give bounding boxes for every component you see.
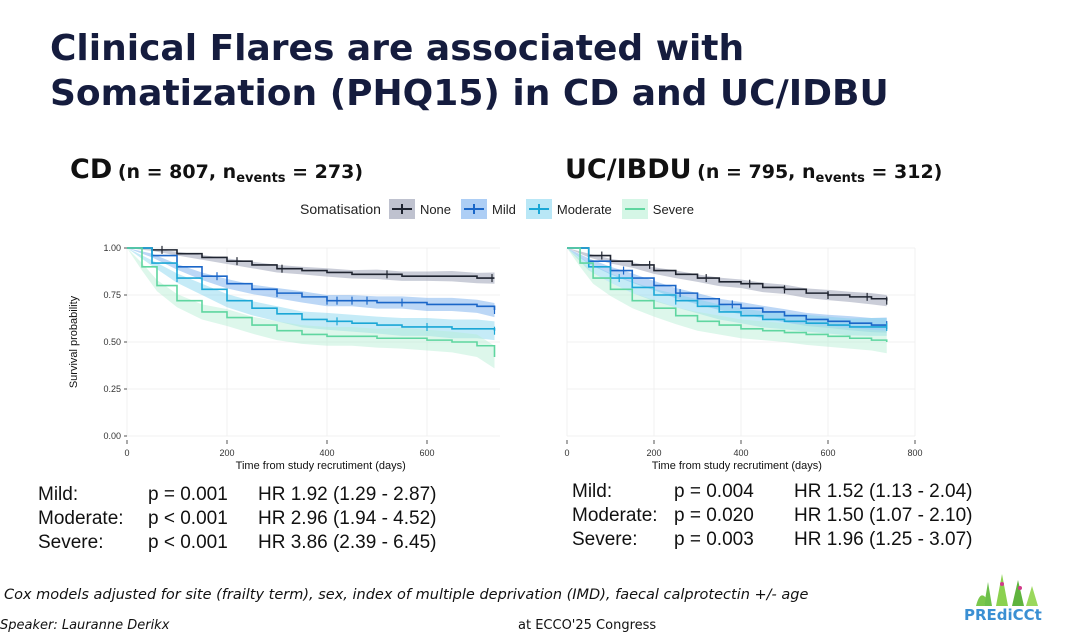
x-tick-label: 0	[124, 448, 129, 458]
stats-p: p = 0.020	[674, 505, 754, 526]
x-tick-label: 400	[319, 448, 334, 458]
cd-survival-line-mild	[127, 247, 496, 311]
y-tick-label: 0.50	[103, 337, 121, 347]
slide-title: Clinical Flares are associated with Soma…	[50, 26, 889, 116]
cd-ci-band-moderate	[127, 248, 495, 341]
cd-x-axis-title: Time from study recrutiment (days)	[236, 460, 406, 472]
cd-panel-heading: CD (n = 807, nevents = 273)	[70, 154, 363, 186]
stats-hr: HR 2.96 (1.94 - 4.52)	[258, 508, 437, 529]
stats-p: p = 0.004	[674, 481, 754, 502]
x-tick-label: 400	[733, 448, 748, 458]
legend-swatch-none	[388, 199, 415, 219]
legend-label-none: None	[419, 201, 452, 217]
stats-group: Severe:	[38, 532, 104, 553]
stats-p: p = 0.003	[674, 529, 754, 550]
uc-survival-line-severe	[567, 247, 888, 342]
x-tick-label: 200	[219, 448, 234, 458]
stats-hr: HR 1.96 (1.25 - 3.07)	[794, 529, 973, 550]
uc-label: UC/IBDU	[565, 154, 692, 185]
cd-survival-line-none	[127, 247, 495, 279]
uc-n-sub: events	[815, 171, 865, 187]
uc-stats: Mild: p = 0.004 HR 1.52 (1.13 - 2.04) Mode…	[572, 480, 972, 552]
legend-item-moderate: Moderate	[525, 199, 612, 219]
cd-y-axis-title: Survival probability	[68, 295, 80, 388]
uc-survival-line-mild	[567, 247, 887, 326]
uc-panel-heading: UC/IBDU (n = 795, nevents = 312)	[565, 154, 942, 186]
legend-item-mild: Mild	[461, 199, 516, 219]
y-tick-label: 0.25	[103, 384, 121, 394]
legend-swatch-severe	[621, 199, 648, 219]
stats-row: Severe: p = 0.003 HR 1.96 (1.25 - 3.07)	[572, 528, 972, 552]
legend-item-severe: Severe	[621, 199, 694, 219]
footnote: Cox models adjusted for site (frailty te…	[4, 587, 809, 603]
legend-label-moderate: Moderate	[556, 201, 612, 217]
x-tick-label: 200	[646, 448, 661, 458]
uc-survival-line-moderate	[567, 247, 887, 328]
stats-hr: HR 1.50 (1.07 - 2.10)	[794, 505, 973, 526]
cd-n-tail: = 273)	[285, 161, 364, 183]
cd-survival-line-moderate	[127, 247, 496, 331]
uc-ci-band-mild	[567, 248, 887, 333]
legend-label-severe: Severe	[652, 201, 694, 217]
x-tick-label: 600	[419, 448, 434, 458]
cd-label: CD	[70, 154, 113, 185]
stats-row: Mild: p = 0.004 HR 1.52 (1.13 - 2.04)	[572, 480, 972, 504]
x-tick-label: 600	[820, 448, 835, 458]
uc-n-tail: = 312)	[864, 161, 943, 183]
stats-group: Mild:	[38, 484, 79, 505]
title-line-2: Somatization (PHQ15) in CD and UC/IDBU	[50, 73, 889, 114]
uc-survival-line-none	[567, 247, 888, 301]
legend-title: Somatisation	[300, 201, 381, 217]
predicct-logo: PREdiCCt	[962, 568, 1062, 628]
cd-stats: Mild: p = 0.001 HR 1.92 (1.29 - 2.87) Mode…	[38, 483, 436, 555]
x-tick-label: 0	[564, 448, 569, 458]
stats-row: Severe: p < 0.001 HR 3.86 (2.39 - 6.45)	[38, 531, 436, 555]
stats-group: Mild:	[572, 481, 613, 502]
legend-label-mild: Mild	[492, 201, 516, 217]
y-tick-label: 0.75	[103, 290, 121, 300]
stats-p: p = 0.001	[148, 484, 228, 505]
speaker-credit: Speaker: Lauranne Derikx	[0, 618, 170, 633]
cd-survival-line-severe	[127, 247, 496, 358]
stats-row: Mild: p = 0.001 HR 1.92 (1.29 - 2.87)	[38, 483, 436, 507]
legend-swatch-moderate	[525, 199, 552, 219]
uc-ci-band-severe	[567, 248, 887, 354]
stats-row: Moderate: p < 0.001 HR 2.96 (1.94 - 4.52)	[38, 507, 436, 531]
stats-group: Moderate:	[572, 505, 658, 526]
legend-item-none: None	[388, 199, 452, 219]
legend: Somatisation None Mild Moderate Severe	[300, 198, 704, 220]
stats-row: Moderate: p = 0.020 HR 1.50 (1.07 - 2.10)	[572, 504, 972, 528]
cd-n-sub: events	[236, 171, 286, 187]
y-tick-label: 1.00	[103, 243, 121, 253]
uc-x-axis-title: Time from study recrutiment (days)	[652, 460, 822, 472]
stats-hr: HR 1.92 (1.29 - 2.87)	[258, 484, 437, 505]
logo-text: PREdiCCt	[964, 606, 1042, 624]
y-tick-label: 0.00	[103, 431, 121, 441]
cd-n-text: (n = 807, n	[117, 161, 237, 183]
logo-mark-icon	[976, 574, 1038, 606]
congress-credit: at ECCO'25 Congress	[518, 618, 657, 633]
legend-swatch-mild	[461, 199, 488, 219]
stats-hr: HR 1.52 (1.13 - 2.04)	[794, 481, 973, 502]
uc-n-text: (n = 795, n	[697, 161, 816, 183]
stats-group: Moderate:	[38, 508, 124, 529]
uc-survival-chart: 0 200 400 600 800 Time from study recrutiment…	[564, 247, 923, 472]
stats-p: p < 0.001	[148, 532, 228, 553]
title-line-1: Clinical Flares are associated with	[50, 28, 745, 69]
stats-hr: HR 3.86 (2.39 - 6.45)	[258, 532, 437, 553]
cd-survival-chart: 0.000.250.500.751.000200400600800Time fr…	[68, 243, 500, 472]
x-tick-label: 800	[907, 448, 922, 458]
cd-ci-band-mild	[127, 248, 495, 318]
stats-group: Severe:	[572, 529, 638, 550]
stats-p: p < 0.001	[148, 508, 228, 529]
